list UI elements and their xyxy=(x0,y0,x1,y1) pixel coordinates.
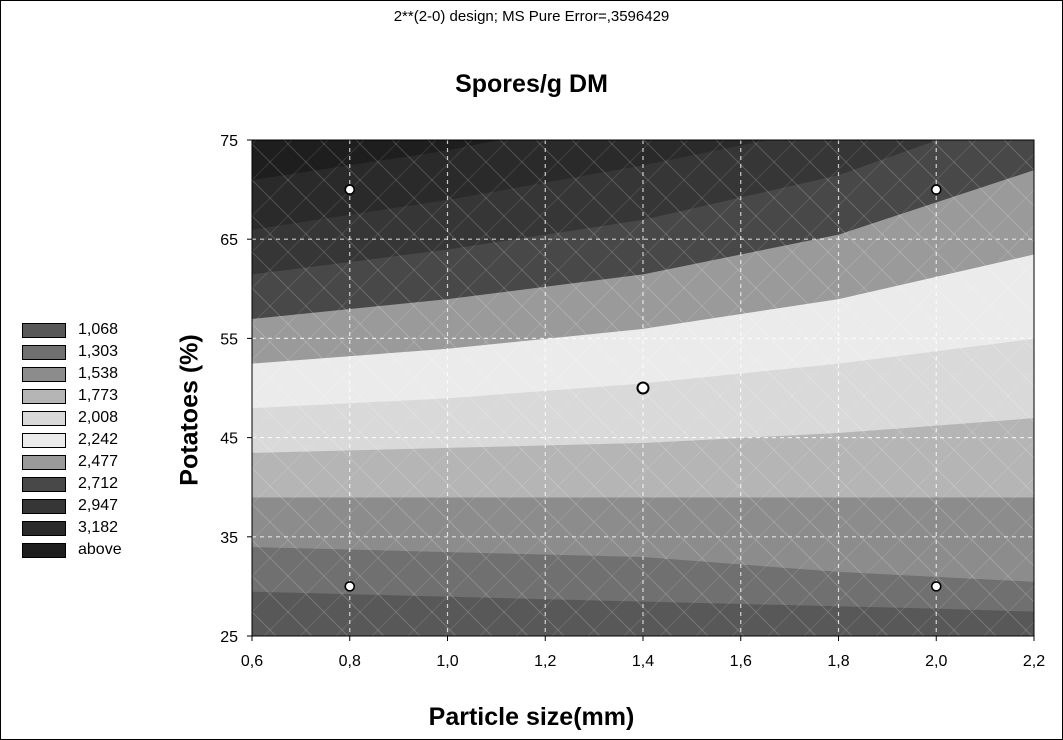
legend-item: 2,477 xyxy=(22,452,172,474)
legend-label: above xyxy=(78,541,122,558)
legend-swatch xyxy=(22,433,66,448)
legend-label: 2,008 xyxy=(78,409,119,426)
legend-item: 2,008 xyxy=(22,408,172,430)
x-tick-label: 1,4 xyxy=(632,653,654,670)
legend-swatch xyxy=(22,367,66,382)
y-tick-label: 65 xyxy=(220,232,238,249)
x-tick-label: 0,6 xyxy=(241,653,263,670)
legend-item: 2,712 xyxy=(22,474,172,496)
y-tick-label: 55 xyxy=(220,331,238,348)
legend-label: 2,477 xyxy=(78,453,119,470)
legend-item: 1,538 xyxy=(22,364,172,386)
design-point xyxy=(930,184,942,195)
x-axis-label: Particle size(mm) xyxy=(428,703,635,731)
legend-label: 1,303 xyxy=(78,343,119,360)
legend-item: 1,303 xyxy=(22,342,172,364)
chart-title: Spores/g DM xyxy=(455,70,608,98)
chart-subtitle: 2**(2-0) design; MS Pure Error=,3596429 xyxy=(393,8,670,25)
legend-swatch xyxy=(22,389,66,404)
legend-swatch xyxy=(22,543,66,558)
x-tick-label: 2,0 xyxy=(925,653,947,670)
legend-label: 2,242 xyxy=(78,431,119,448)
legend-swatch xyxy=(22,411,66,426)
x-tick-label: 1,6 xyxy=(730,653,752,670)
legend-item: 1,773 xyxy=(22,386,172,408)
design-point xyxy=(344,581,356,592)
legend-swatch xyxy=(22,499,66,514)
legend-swatch xyxy=(22,345,66,360)
legend-item: 2,947 xyxy=(22,496,172,518)
legend-swatch xyxy=(22,521,66,536)
x-tick-label: 0,8 xyxy=(339,653,361,670)
legend-label: 2,712 xyxy=(78,475,119,492)
x-tick-label: 1,8 xyxy=(827,653,849,670)
legend-label: 1,773 xyxy=(78,387,119,404)
legend-label: 3,182 xyxy=(78,519,119,536)
y-tick-label: 75 xyxy=(220,133,238,150)
x-tick-label: 1,2 xyxy=(534,653,556,670)
legend-label: 2,947 xyxy=(78,497,119,514)
legend-item: 1,068 xyxy=(22,320,172,342)
legend-item: above xyxy=(22,540,172,562)
legend-label: 1,538 xyxy=(78,365,119,382)
x-tick-label: 2,2 xyxy=(1023,653,1045,670)
y-tick-label: 45 xyxy=(220,431,238,448)
contour-bands xyxy=(252,140,1034,636)
legend-swatch xyxy=(22,455,66,470)
y-tick-label: 25 xyxy=(220,629,238,646)
legend: 1,068 1,303 1,538 1,773 2,008 2,242 2,477 2,712… xyxy=(22,320,172,562)
x-tick-label: 1,0 xyxy=(436,653,458,670)
legend-item: 2,242 xyxy=(22,430,172,452)
design-point xyxy=(344,184,356,195)
y-tick-label: 35 xyxy=(220,530,238,547)
legend-swatch xyxy=(22,323,66,338)
design-point xyxy=(930,581,942,592)
legend-item: 3,182 xyxy=(22,518,172,540)
legend-swatch xyxy=(22,477,66,492)
legend-label: 1,068 xyxy=(78,321,119,338)
design-point xyxy=(636,381,650,395)
